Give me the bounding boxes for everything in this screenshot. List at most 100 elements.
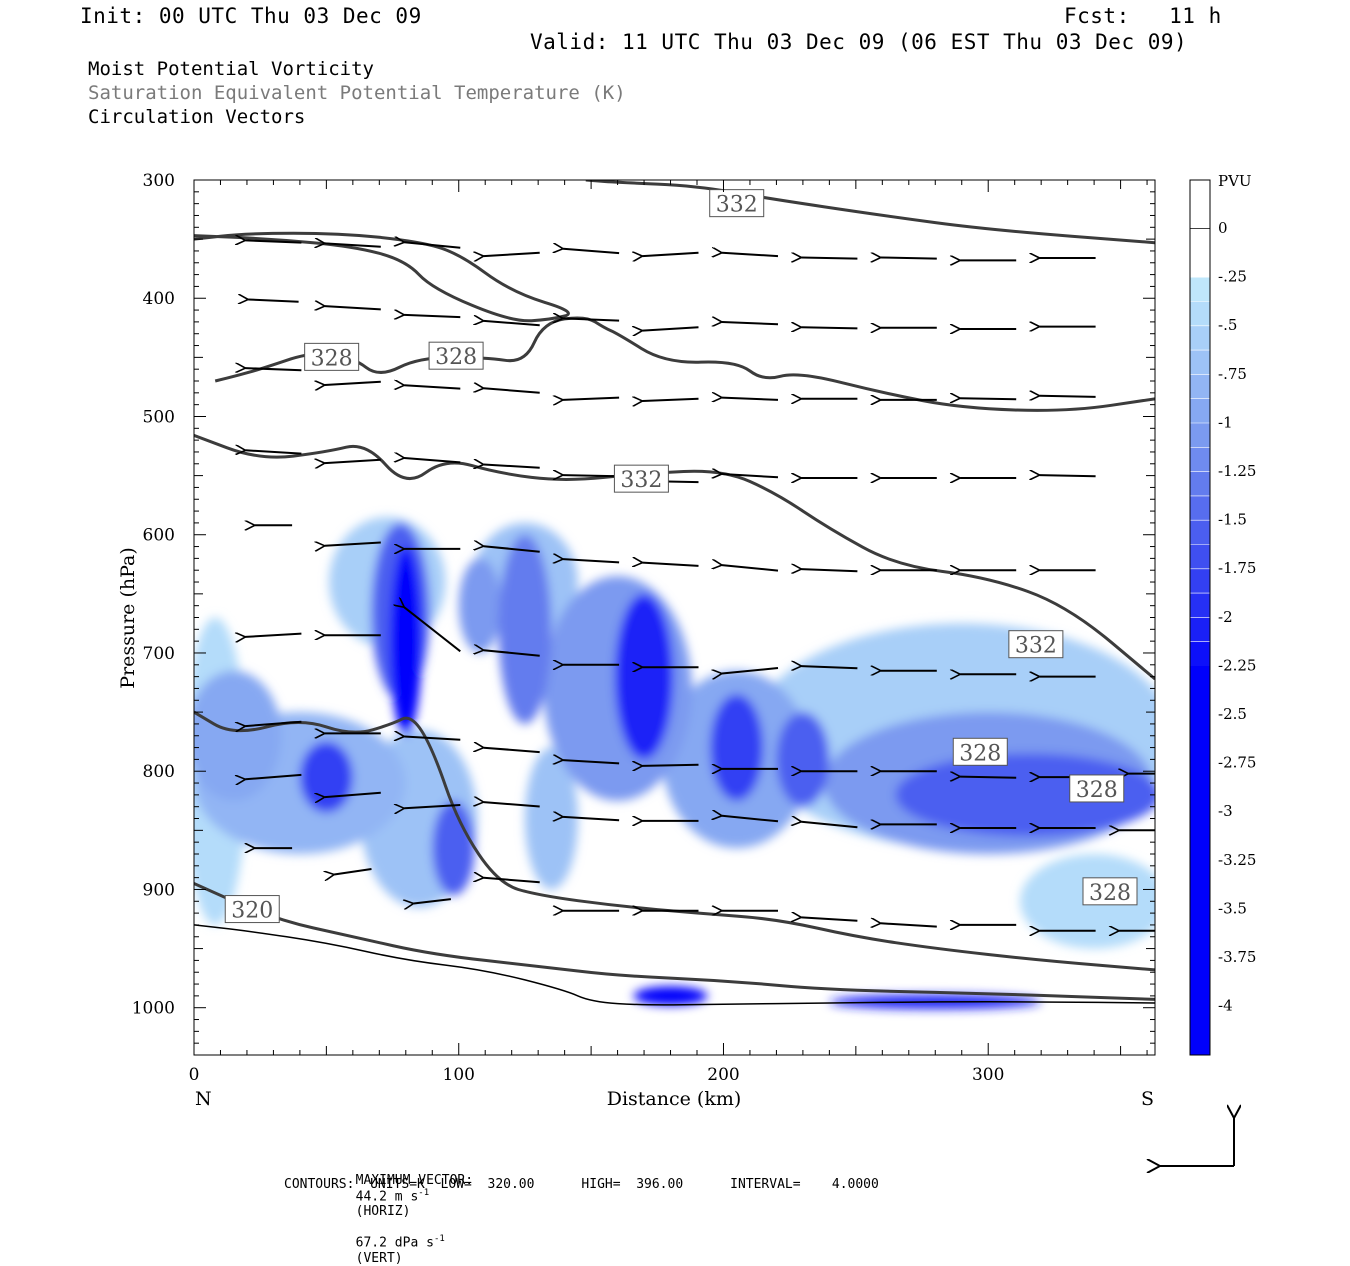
contour-label-text: 332 <box>716 193 758 218</box>
circulation-vector <box>484 546 540 553</box>
circulation-vector <box>248 300 299 302</box>
colorbar-swatch <box>1190 495 1210 521</box>
colorbar-swatch <box>1190 593 1210 618</box>
colorbar-level-label: -.75 <box>1218 365 1247 383</box>
colorbar-level-label: -1.25 <box>1218 462 1256 480</box>
circulation-vector <box>801 569 858 571</box>
x-axis-title: Distance (km) <box>607 1088 742 1110</box>
vert-exponent: -1 <box>433 1234 445 1245</box>
circulation-vector <box>484 388 540 394</box>
colorbar-level-label: -2.5 <box>1218 705 1247 723</box>
circulation-vector <box>643 253 699 256</box>
circulation-vector <box>722 816 779 823</box>
circulation-vector <box>881 923 937 926</box>
colorbar-level-label: -3.75 <box>1218 948 1256 966</box>
contour-label-box <box>304 342 360 371</box>
colorbar-level-label: -.25 <box>1218 268 1247 286</box>
colorbar-swatch <box>1190 544 1210 569</box>
title-line-1: Moist Potential Vorticity <box>88 58 374 80</box>
colorbar-level-label: -.5 <box>1218 316 1237 334</box>
contour-low-328 <box>194 710 1155 972</box>
y-tick-label: 500 <box>143 407 175 427</box>
circulation-vector <box>643 399 699 401</box>
circulation-vector <box>404 805 461 808</box>
x-tick-label: 200 <box>707 1065 739 1085</box>
contour-low-324 <box>194 882 1155 1001</box>
horiz-unit: (HORIZ) <box>355 1204 411 1220</box>
circulation-vector <box>325 382 381 385</box>
circulation-vector <box>960 777 1017 778</box>
circulation-vector <box>245 773 302 779</box>
contour-label: 328 <box>304 342 360 371</box>
y-tick-label: 800 <box>143 762 175 782</box>
title-line-3: Circulation Vectors <box>88 106 306 128</box>
circulation-vector <box>881 258 937 259</box>
max-vector-line: MAXIMUM VECTOR: 44.2 m s-1 (HORIZ) 67.2 … <box>340 1158 473 1266</box>
contour-label: 328 <box>952 737 1008 766</box>
colorbar-swatch <box>1190 398 1210 423</box>
contour-labels: 332 328 328 332 332 328 328 328 320 <box>224 189 1138 924</box>
circulation-vector <box>563 249 620 255</box>
circulation-vector <box>563 559 620 562</box>
circulation-vector <box>801 822 858 829</box>
y-tick-label: 400 <box>143 289 175 309</box>
circulation-vector <box>722 398 779 400</box>
circulation-vector <box>643 765 699 766</box>
y-tick-label: 300 <box>143 171 175 191</box>
colorbar-frame <box>1189 179 1211 1056</box>
y-tick-label: 600 <box>143 526 175 546</box>
circulation-vector <box>245 634 302 637</box>
vert-value: 67.2 dPa s <box>355 1235 434 1251</box>
contour-label: 328 <box>428 341 484 370</box>
contour-label-text: 320 <box>231 899 273 924</box>
colorbar-unit: PVU <box>1218 172 1252 190</box>
circulation-vector <box>722 322 779 324</box>
pv-region <box>299 741 353 813</box>
title-line-2: Saturation Equivalent Potential Temperat… <box>88 82 626 104</box>
circulation-vector <box>643 563 699 566</box>
circulation-vector <box>484 321 540 327</box>
y-axis-title: Pressure (hPa) <box>117 547 139 689</box>
colorbar-level-label: -3 <box>1218 802 1233 820</box>
colorbar-level-label: -3.25 <box>1218 851 1256 869</box>
contour-upper-332 <box>585 180 1155 245</box>
circulation-vector <box>563 760 620 763</box>
valid-time: Valid: 11 UTC Thu 03 Dec 09 (06 EST Thu … <box>530 30 1188 54</box>
x-tick-label: 100 <box>443 1065 475 1085</box>
colorbar-swatch <box>1190 423 1210 448</box>
circulation-vector <box>801 258 858 259</box>
colorbar-level-label: -2.75 <box>1218 754 1256 772</box>
contour-label-text: 328 <box>311 346 353 371</box>
circulation-vector <box>801 917 858 920</box>
pv-region <box>710 694 764 801</box>
colorbar-level-label: -1 <box>1218 413 1233 431</box>
colorbar-swatch <box>1190 568 1210 594</box>
circulation-vector <box>801 327 858 328</box>
axis-ticks: 0 100 200 300 300 400 500 600 700 800 900 1000 <box>132 171 1155 1085</box>
colorbar-swatch <box>1190 374 1210 399</box>
contour-label-box <box>1082 877 1138 906</box>
vert-unit: (VERT) <box>355 1250 403 1266</box>
init-time: Init: 00 UTC Thu 03 Dec 09 <box>80 4 422 28</box>
circulation-vector <box>1040 475 1096 476</box>
y-tick-label: 1000 <box>132 999 175 1019</box>
pv-region <box>524 747 578 890</box>
circulation-vector <box>404 385 461 388</box>
pv-region <box>633 986 708 1006</box>
colorbar-swatch <box>1190 277 1210 302</box>
circulation-vector <box>325 791 381 797</box>
colorbar-level-label: -1.5 <box>1218 511 1247 529</box>
colorbar-level-label: -2 <box>1218 608 1233 626</box>
circulation-vector <box>404 458 461 464</box>
circulation-vector <box>325 243 381 246</box>
contour-label-box <box>1008 630 1064 659</box>
circulation-vectors <box>245 240 1155 930</box>
circulation-vector <box>484 253 540 256</box>
contour-label-text: 332 <box>1015 634 1057 659</box>
circulation-vector <box>325 460 381 463</box>
x-tick-label: 0 <box>189 1065 200 1085</box>
contour-label-text: 328 <box>959 741 1001 766</box>
pv-region <box>194 670 282 801</box>
colorbar-swatch <box>1190 228 1210 278</box>
colorbar-swatch <box>1190 325 1210 351</box>
